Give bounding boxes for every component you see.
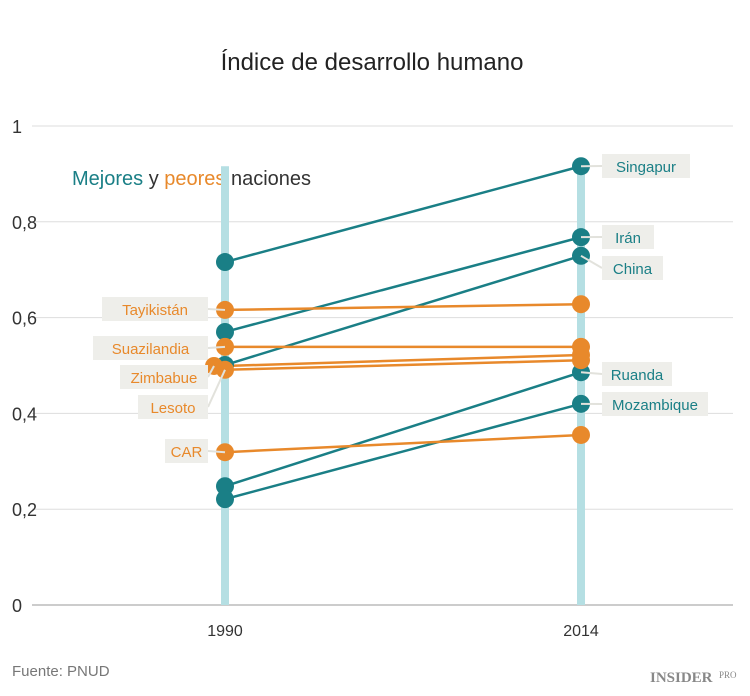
data-point (216, 490, 234, 509)
series-label: Ruanda (611, 367, 664, 384)
brand-logo: INSIDER (650, 670, 713, 686)
label-leader (207, 369, 226, 408)
data-point (572, 295, 590, 314)
y-tick-label: 1 (12, 117, 22, 137)
series-line (224, 254, 582, 367)
year-bar (221, 166, 229, 605)
label-leader (207, 308, 226, 311)
series-line (224, 165, 582, 264)
series-line (224, 235, 582, 334)
series-line (224, 402, 582, 501)
x-tick-label: 1990 (207, 623, 243, 640)
y-tick-label: 0,2 (12, 500, 37, 520)
label-box (165, 439, 208, 463)
series-label: Tayikistán (122, 302, 188, 319)
series-label: Irán (615, 230, 641, 247)
series-line (224, 302, 582, 312)
data-point (216, 477, 234, 496)
source-note: Fuente: PNUD (12, 663, 110, 680)
label-leader (580, 254, 603, 269)
year-bar (577, 166, 585, 605)
label-box (602, 256, 663, 280)
label-box (102, 297, 208, 321)
y-tick-label: 0,4 (12, 404, 37, 424)
series-line (224, 358, 582, 372)
subtitle: Mejores y peores naciones (72, 168, 311, 190)
chart-title: Índice de desarrollo humano (221, 49, 524, 76)
series-label: Lesoto (150, 400, 195, 417)
series-line (224, 433, 582, 454)
series-label: Singapur (616, 159, 676, 176)
label-box (602, 362, 672, 386)
data-point (216, 322, 234, 341)
y-tick-label: 0 (12, 596, 22, 616)
brand-logo-suffix: PRO (719, 670, 737, 680)
label-box (602, 225, 654, 249)
series-line (224, 353, 582, 368)
data-point (572, 425, 590, 444)
label-box (93, 336, 208, 360)
label-leader (207, 345, 226, 349)
label-box (602, 392, 708, 416)
series-line (224, 371, 582, 488)
series-label: Suazilandia (112, 341, 190, 358)
series-label: CAR (171, 444, 203, 461)
data-point (572, 351, 590, 370)
series-label: China (613, 261, 653, 278)
label-box (602, 154, 690, 178)
label-leader (207, 365, 215, 378)
label-leader (207, 450, 226, 454)
y-tick-label: 0,8 (12, 213, 37, 233)
label-box (138, 395, 208, 419)
series-label: Zimbabue (131, 370, 198, 387)
x-tick-label: 2014 (563, 623, 599, 640)
data-point (216, 253, 234, 272)
label-box (120, 365, 208, 389)
y-tick-label: 0,6 (12, 309, 37, 329)
label-leader (580, 371, 603, 375)
series-label: Mozambique (612, 397, 698, 414)
